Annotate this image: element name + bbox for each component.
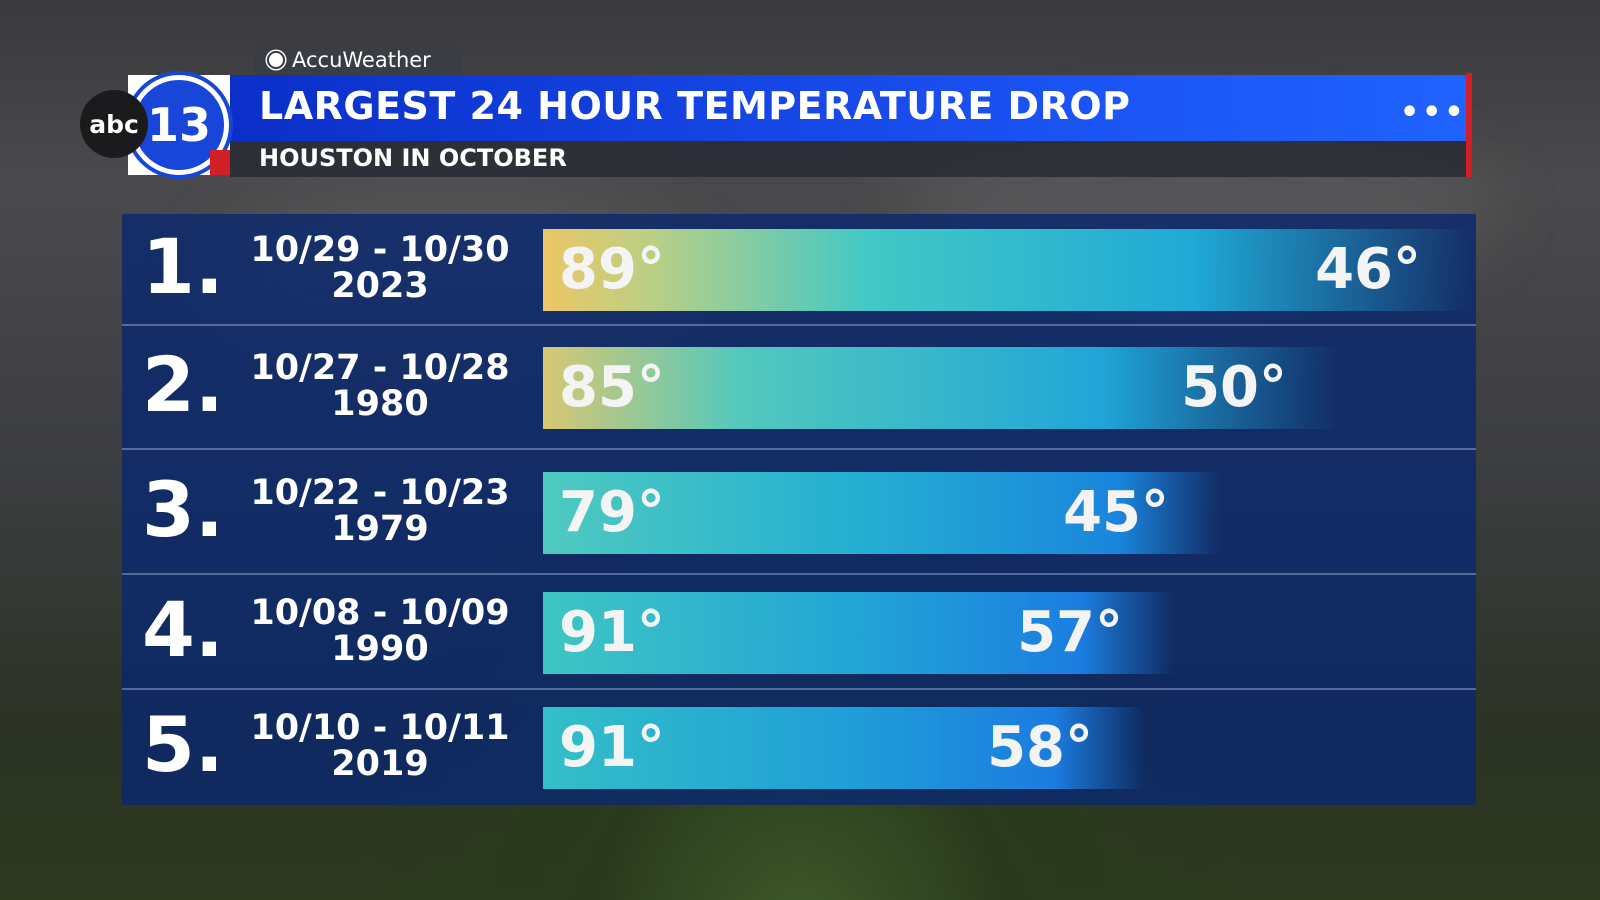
rank-row: 5. 10/10 - 10/11 2019 91° 58°: [122, 690, 1476, 805]
accuweather-tag: AccuWeather: [254, 43, 462, 77]
low-temp: 50°: [1181, 355, 1287, 420]
temperature-bar: 91° 58°: [543, 706, 1145, 789]
low-temp: 57°: [1017, 599, 1123, 665]
logo-accent: [210, 150, 230, 175]
rank: 2.: [142, 340, 224, 429]
low-temp: 46°: [1315, 237, 1421, 302]
high-temp: 91°: [559, 714, 665, 780]
subtitle: HOUSTON IN OCTOBER: [259, 144, 567, 172]
dates: 10/22 - 10/23: [250, 472, 510, 513]
high-temp: 79°: [559, 479, 665, 545]
title: LARGEST 24 HOUR TEMPERATURE DROP: [259, 84, 1131, 128]
date-range: 10/10 - 10/11 2019: [230, 710, 530, 782]
rank: 5.: [142, 699, 224, 789]
rank-row: 4. 10/08 - 10/09 1990 91° 57°: [122, 575, 1476, 690]
date-range: 10/08 - 10/09 1990: [230, 595, 530, 667]
rank: 4.: [142, 584, 224, 674]
low-temp: 58°: [987, 714, 1093, 780]
dates: 10/10 - 10/11: [250, 707, 510, 748]
temperature-bar: 79° 45°: [543, 471, 1221, 554]
year: 1990: [331, 628, 429, 669]
date-range: 10/27 - 10/28 1980: [230, 350, 530, 422]
station-logo: 13: [128, 75, 230, 175]
year: 1980: [331, 384, 429, 424]
rank-row: 1. 10/29 - 10/30 2023 89° 46°: [122, 214, 1476, 326]
date-range: 10/22 - 10/23 1979: [230, 475, 530, 547]
temperature-bar: 85° 50°: [543, 347, 1339, 429]
rank-row: 3. 10/22 - 10/23 1979 79° 45°: [122, 450, 1476, 575]
low-temp: 45°: [1063, 479, 1169, 545]
menu-dots: •••: [1400, 95, 1467, 130]
brand: AccuWeather: [292, 48, 431, 72]
rank-row: 2. 10/27 - 10/28 1980 85° 50°: [122, 326, 1476, 450]
year: 2019: [331, 743, 429, 784]
temperature-bar: 91° 57°: [543, 591, 1175, 674]
high-temp: 89°: [559, 237, 665, 302]
temperature-bar: 89° 46°: [543, 229, 1473, 311]
dates: 10/27 - 10/28: [250, 348, 510, 388]
network-logo: abc: [80, 90, 148, 158]
subtitle-bar: [230, 141, 1466, 177]
rank: 3.: [142, 464, 224, 554]
year: 1979: [331, 508, 429, 549]
dates: 10/29 - 10/30: [250, 230, 510, 270]
date-range: 10/29 - 10/30 2023: [230, 232, 530, 304]
ranking-panel: 1. 10/29 - 10/30 2023 89° 46° 2. 10/27 - 10/28…: [122, 214, 1476, 805]
dates: 10/08 - 10/09: [250, 592, 510, 633]
title-bar: [230, 75, 1470, 141]
high-temp: 85°: [559, 355, 665, 420]
rank: 1.: [142, 222, 224, 311]
accent: [1466, 73, 1472, 177]
high-temp: 91°: [559, 599, 665, 665]
year: 2023: [331, 266, 429, 306]
